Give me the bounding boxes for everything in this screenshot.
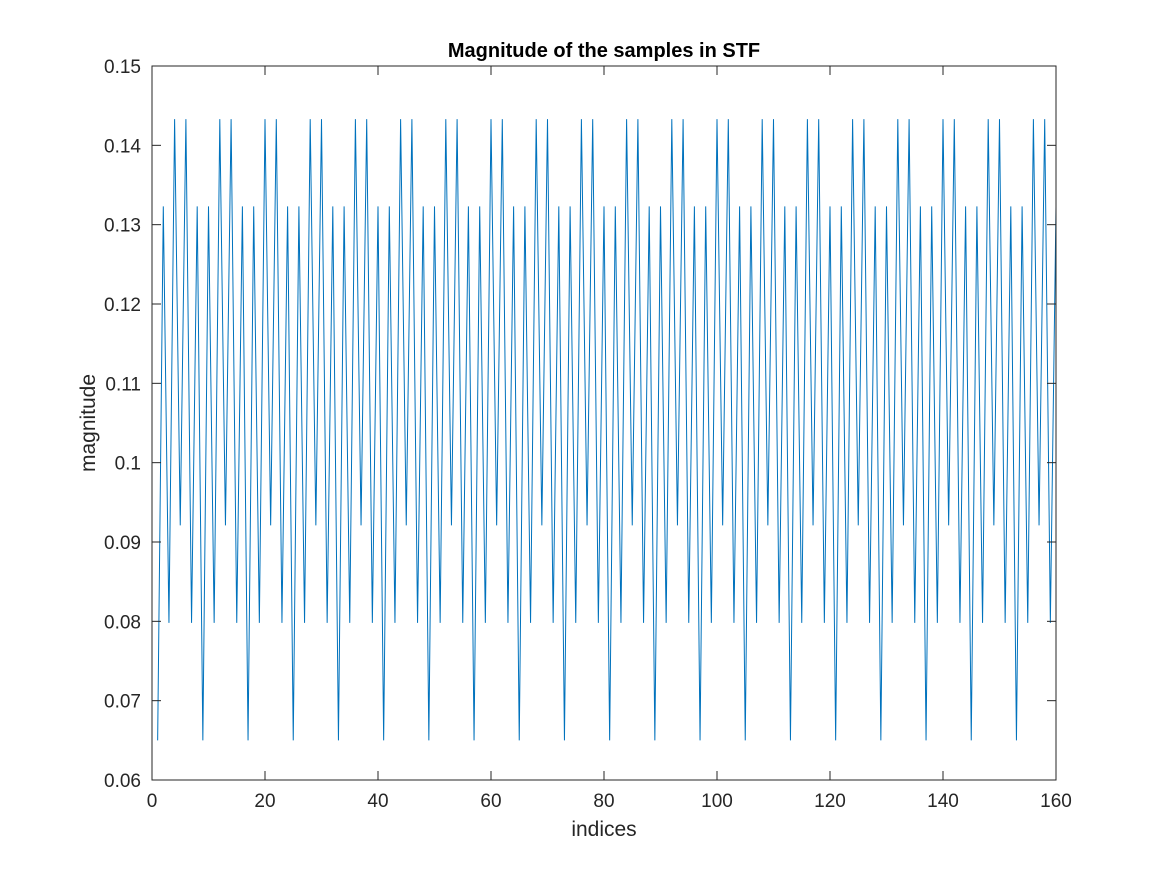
x-tick-label: 100 [701, 791, 733, 812]
chart-title: Magnitude of the samples in STF [448, 40, 760, 62]
y-tick-label: 0.11 [105, 374, 141, 395]
y-tick-label: 0.06 [104, 771, 141, 792]
axes-box [151, 65, 1057, 781]
y-tick-label: 0.14 [104, 136, 141, 157]
y-tick-label: 0.15 [104, 57, 141, 78]
plot-area [157, 119, 1057, 741]
x-tick-label: 60 [480, 791, 501, 812]
series-line-0 [157, 119, 1057, 741]
x-tick-label: 140 [927, 791, 959, 812]
x-tick-label: 40 [367, 791, 388, 812]
y-tick-label: 0.09 [104, 533, 141, 554]
y-tick-label: 0.08 [104, 612, 141, 633]
x-tick-label: 0 [147, 791, 158, 812]
ticks: 0 20 40 60 80 100 120 140 160 0.06 0.07 0.08 0.09 0.1… [104, 57, 1072, 812]
x-axis-label: indices [571, 818, 636, 841]
x-tick-label: 20 [254, 791, 275, 812]
y-tick-label: 0.07 [104, 692, 141, 713]
y-tick-label: 0.1 [115, 454, 141, 475]
x-tick-label: 80 [593, 791, 614, 812]
y-tick-label: 0.13 [104, 216, 141, 237]
x-tick-label: 160 [1040, 791, 1072, 812]
y-axis-label: magnitude [77, 374, 100, 472]
x-tick-label: 120 [814, 791, 846, 812]
y-tick-label: 0.12 [104, 295, 141, 316]
